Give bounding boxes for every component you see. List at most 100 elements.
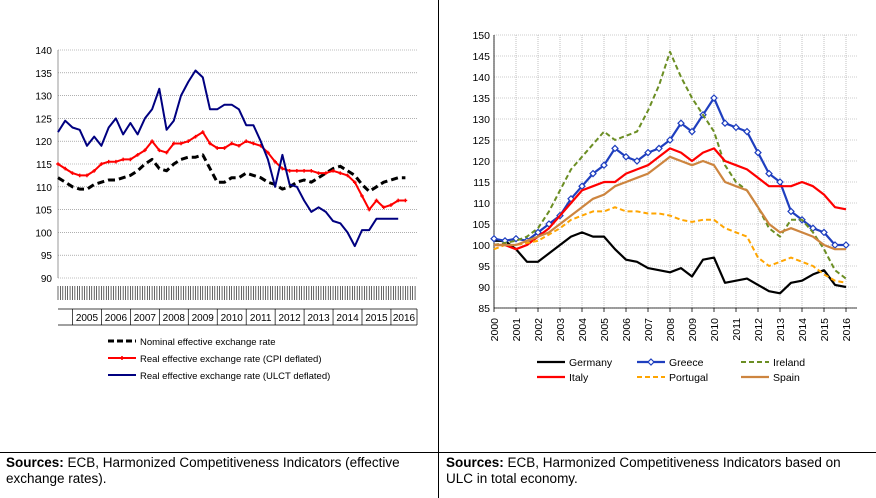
x-tick-label-2016: 2016 <box>841 318 853 342</box>
data-point-real-effective-exchange-rate-cpi-deflated <box>56 162 60 166</box>
x-tick-label-2004: 2004 <box>577 318 589 342</box>
data-point-greece <box>611 144 619 153</box>
x-tick-label-2013: 2013 <box>775 318 787 342</box>
data-point-real-effective-exchange-rate-cpi-deflated <box>200 130 205 134</box>
data-point-real-effective-exchange-rate-cpi-deflated <box>280 166 285 171</box>
series-line-nominal-effective-exchange-rate <box>57 153 406 193</box>
data-point-real-effective-exchange-rate-cpi-deflated <box>367 207 372 212</box>
x-tick-label-2009: 2009 <box>192 313 215 324</box>
y-tick-label-95: 95 <box>478 261 490 273</box>
x-tick-label-2003: 2003 <box>555 318 567 342</box>
data-point-real-effective-exchange-rate-cpi-deflated <box>157 148 162 153</box>
y-tick-label-140: 140 <box>472 72 490 84</box>
x-tick-label-2006: 2006 <box>105 313 128 324</box>
data-point-real-effective-exchange-rate-cpi-deflated <box>77 173 82 178</box>
legend-label-greece: Greece <box>669 357 704 369</box>
data-point-real-effective-exchange-rate-cpi-deflated <box>70 171 75 175</box>
y-tick-label-105: 105 <box>472 219 490 231</box>
data-point-greece <box>842 241 850 249</box>
y-tick-label-90: 90 <box>478 282 490 294</box>
data-point-greece <box>732 123 740 132</box>
series-line-real-effective-exchange-rate-ulct-deflated <box>57 69 399 248</box>
legend-label-portugal: Portugal <box>669 372 708 384</box>
y-tick-label-150: 150 <box>472 30 490 42</box>
x-tick-label-2012: 2012 <box>753 318 765 342</box>
y-tick-label-110: 110 <box>473 198 490 210</box>
data-point-real-effective-exchange-rate-cpi-deflated <box>85 173 89 178</box>
data-point-real-effective-exchange-rate-cpi-deflated <box>215 146 220 150</box>
y-tick-label-130: 130 <box>35 92 52 103</box>
data-point-greece <box>743 127 751 136</box>
x-tick-label-2014: 2014 <box>336 313 359 324</box>
y-tick-label-135: 135 <box>472 93 490 105</box>
data-point-greece <box>787 207 795 216</box>
data-point-real-effective-exchange-rate-cpi-deflated <box>229 141 234 146</box>
x-tick-label-2011: 2011 <box>250 313 272 324</box>
x-tick-label-2013: 2013 <box>307 313 330 324</box>
vertical-divider <box>438 0 439 498</box>
data-point-greece <box>666 136 674 144</box>
legend-label-nominal-effective-exchange-rate: Nominal effective exchange rate <box>140 337 276 348</box>
data-point-greece <box>578 182 586 191</box>
data-point-greece <box>831 241 839 249</box>
source-note-right: Sources: ECB, Harmonized Competitiveness… <box>446 455 871 487</box>
x-tick-label-2008: 2008 <box>163 313 186 324</box>
data-point-real-effective-exchange-rate-cpi-deflated <box>396 198 400 203</box>
left-chart-panel: 90 95 100 105 110 115 120 125 130 135 140 2005 2006 2… <box>0 0 438 452</box>
legend-marker-greece <box>647 358 655 366</box>
legend-label-real-effective-exchange-rate-cpi-deflated: Real effective exchange rate (CPI deflat… <box>140 354 321 365</box>
x-tick-label-2011: 2011 <box>731 318 743 341</box>
data-point-real-effective-exchange-rate-cpi-deflated <box>92 169 96 173</box>
data-point-real-effective-exchange-rate-cpi-deflated <box>237 143 241 148</box>
x-tick-label-2008: 2008 <box>665 318 677 342</box>
y-tick-label-95: 95 <box>41 251 53 262</box>
x-tick-label-2009: 2009 <box>687 318 699 342</box>
data-point-greece <box>677 119 685 128</box>
data-point-real-effective-exchange-rate-cpi-deflated <box>309 169 314 173</box>
data-point-greece <box>710 94 718 102</box>
y-tick-label-140: 140 <box>35 46 52 57</box>
series-line-germany <box>494 231 847 295</box>
x-tick-label-2005: 2005 <box>599 318 611 342</box>
data-point-real-effective-exchange-rate-cpi-deflated <box>99 162 104 166</box>
y-tick-label-105: 105 <box>35 206 52 217</box>
data-point-real-effective-exchange-rate-cpi-deflated <box>389 203 393 207</box>
y-tick-label-115: 115 <box>473 177 490 189</box>
series-line-portugal <box>493 206 847 284</box>
x-tick-label-2006: 2006 <box>621 318 633 342</box>
series-line-spain <box>494 155 846 251</box>
y-tick-label-120: 120 <box>472 156 490 168</box>
data-point-real-effective-exchange-rate-cpi-deflated <box>128 157 133 162</box>
data-point-greece <box>754 148 762 157</box>
y-tick-label-125: 125 <box>35 114 52 125</box>
data-point-real-effective-exchange-rate-cpi-deflated <box>324 171 328 175</box>
data-point-real-effective-exchange-rate-cpi-deflated <box>121 157 125 162</box>
x-tick-label-2016: 2016 <box>393 313 416 324</box>
data-point-greece <box>600 161 608 170</box>
y-tick-label-110: 110 <box>36 183 52 194</box>
data-point-real-effective-exchange-rate-cpi-deflated <box>266 150 270 155</box>
y-tick-label-115: 115 <box>36 160 52 171</box>
x-tick-label-2010: 2010 <box>709 318 721 342</box>
y-tick-label-135: 135 <box>35 69 52 80</box>
x-tick-label-2001: 2001 <box>511 318 523 342</box>
data-point-greece <box>644 148 652 157</box>
data-point-real-effective-exchange-rate-cpi-deflated <box>287 169 292 173</box>
data-point-real-effective-exchange-rate-cpi-deflated <box>381 205 386 210</box>
legend-marker-real-effective-exchange-rate-cpi-deflated <box>120 356 124 360</box>
data-point-real-effective-exchange-rate-cpi-deflated <box>345 173 350 178</box>
data-point-real-effective-exchange-rate-cpi-deflated <box>164 150 169 155</box>
legend-label-italy: Italy <box>569 372 589 384</box>
data-point-real-effective-exchange-rate-cpi-deflated <box>193 134 198 139</box>
data-point-real-effective-exchange-rate-cpi-deflated <box>150 139 154 143</box>
y-tick-label-130: 130 <box>472 114 490 126</box>
x-tick-label-2015: 2015 <box>819 318 831 342</box>
y-tick-label-85: 85 <box>478 303 490 315</box>
data-point-real-effective-exchange-rate-cpi-deflated <box>403 198 408 203</box>
source-note-left: Sources: ECB, Harmonized Competitiveness… <box>6 455 431 487</box>
source-text-right: ECB, Harmonized Competitiveness Indicato… <box>446 455 841 486</box>
data-point-real-effective-exchange-rate-cpi-deflated <box>63 166 68 171</box>
data-point-greece <box>776 178 784 186</box>
data-point-greece <box>622 152 630 161</box>
ulc-based-competitiveness-chart: 85 90 95 100 105 110 115 120 125 130 135 140 145 150 2… <box>472 30 857 384</box>
